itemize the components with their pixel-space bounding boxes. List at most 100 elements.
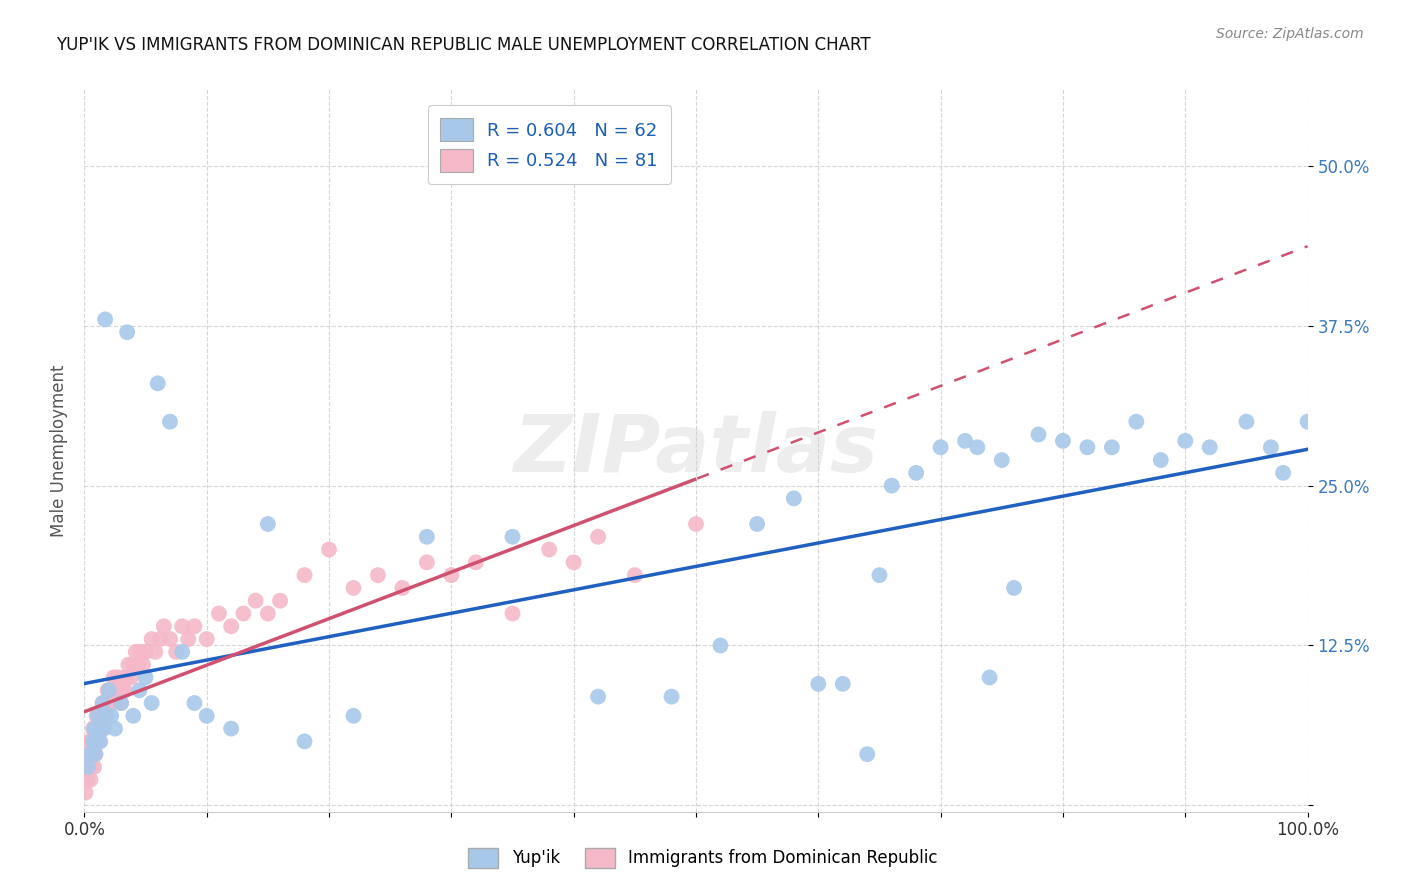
Point [294,734,316,748]
Point [97,683,120,698]
Point [97,696,120,710]
Point [84,747,107,761]
Point [120,670,142,684]
Point [1174,434,1197,448]
Point [125,645,148,659]
Point [831,677,853,691]
Point [1198,440,1220,454]
Point [159,415,181,429]
Point [245,593,267,607]
Point [132,657,155,672]
Text: YUP'IK VS IMMIGRANTS FROM DOMINICAN REPUBLIC MALE UNEMPLOYMENT CORRELATION CHART: YUP'IK VS IMMIGRANTS FROM DOMINICAN REPU… [56,36,870,54]
Point [80,760,103,774]
Point [110,696,132,710]
Point [257,516,280,531]
Point [84,722,107,736]
Point [953,434,976,448]
Point [195,632,218,646]
Point [90,708,112,723]
Point [269,593,291,607]
Point [100,708,122,723]
Point [115,670,138,684]
Point [391,581,413,595]
Point [129,645,152,659]
Point [84,747,107,761]
Point [416,555,439,569]
Point [1002,581,1025,595]
Point [172,645,194,659]
Point [82,722,104,736]
Point [1260,440,1282,454]
Point [87,734,110,748]
Point [89,734,111,748]
Point [77,760,100,774]
Point [440,568,463,582]
Point [624,568,647,582]
Point [538,542,561,557]
Point [367,568,389,582]
Text: ZIPatlas: ZIPatlas [513,411,879,490]
Point [97,683,120,698]
Point [172,619,194,633]
Point [661,690,683,704]
Point [219,619,242,633]
Point [979,670,1001,684]
Point [783,491,806,506]
Point [82,734,104,748]
Point [87,708,110,723]
Point [104,722,127,736]
Point [100,696,122,710]
Point [96,708,118,723]
Point [135,645,157,659]
Point [93,708,115,723]
Point [183,619,205,633]
Point [1101,440,1123,454]
Point [1052,434,1074,448]
Point [89,722,111,736]
Point [146,376,169,391]
Point [143,645,166,659]
Point [141,632,163,646]
Point [77,747,100,761]
Point [562,555,585,569]
Point [177,632,200,646]
Point [195,708,218,723]
Point [165,645,187,659]
Point [966,440,988,454]
Point [83,722,105,736]
Point [1236,415,1258,429]
Point [128,683,150,698]
Legend: Yup'ik, Immigrants from Dominican Republic: Yup'ik, Immigrants from Dominican Republ… [461,841,945,875]
Point [80,734,103,748]
Point [76,772,98,787]
Point [79,747,101,761]
Point [107,670,129,684]
Point [991,453,1014,467]
Point [96,708,118,723]
Point [112,670,135,684]
Point [94,312,117,326]
Point [122,657,145,672]
Point [342,708,364,723]
Point [86,734,108,748]
Point [79,747,101,761]
Point [135,670,157,684]
Point [87,708,110,723]
Point [219,722,242,736]
Point [98,683,121,698]
Point [79,772,101,787]
Point [1028,427,1050,442]
Point [115,325,138,339]
Point [86,708,108,723]
Point [1296,415,1319,429]
Point [149,632,172,646]
Point [105,683,128,698]
Point [929,440,952,454]
Point [153,619,176,633]
Point [93,722,115,736]
Y-axis label: Male Unemployment: Male Unemployment [49,364,67,537]
Point [77,760,100,774]
Point [111,683,134,698]
Point [94,696,117,710]
Point [83,734,105,748]
